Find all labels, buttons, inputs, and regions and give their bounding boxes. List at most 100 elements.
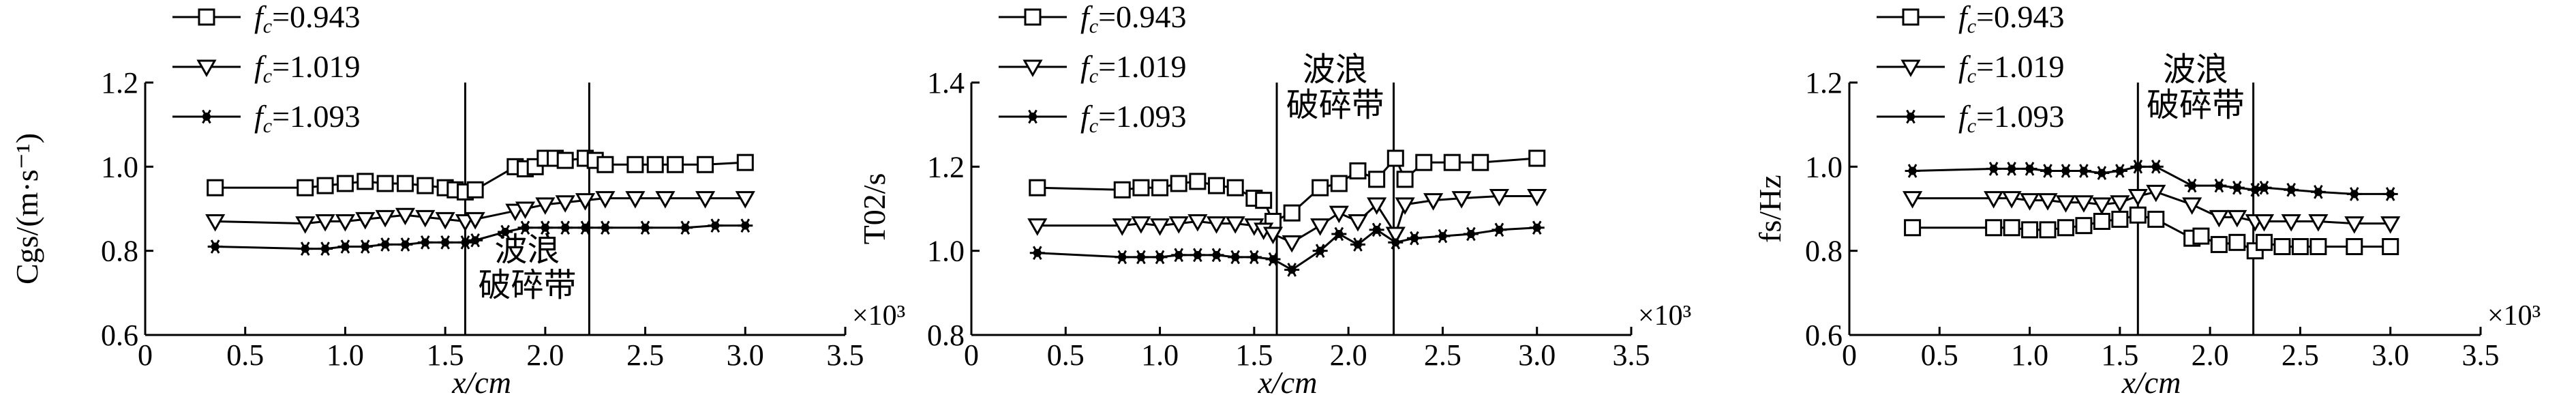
x-tick-label: 3.0 (2372, 338, 2409, 372)
data-point-spoke (2119, 164, 2125, 172)
y-tick-label: 1.2 (101, 66, 138, 100)
data-point (1904, 219, 1922, 237)
data-point-spoke (1357, 237, 1363, 246)
data-point-spoke (2254, 189, 2260, 197)
data-point-spoke (1536, 220, 1542, 229)
data-point-spoke (1391, 242, 1397, 250)
x-tick-label: 0 (138, 338, 153, 372)
legend-label: fc=1.019 (254, 49, 361, 87)
y-axis-label: T02/s (857, 173, 892, 245)
data-point-spoke (2155, 166, 2161, 174)
data-point-spoke (210, 239, 216, 248)
data-point-spoke (364, 239, 370, 248)
data-point (1986, 162, 2001, 176)
legend-entry-1: fc=0.943 (172, 0, 361, 38)
data-point-spoke (1287, 269, 1293, 277)
data-point (1151, 179, 1169, 196)
data-point-spoke (2232, 180, 2239, 188)
legend-entry-1: fc=0.943 (999, 0, 1187, 38)
legend-marker-spoke (1031, 116, 1037, 124)
data-point (2022, 162, 2037, 176)
data-point (2192, 227, 2210, 245)
data-point (415, 209, 436, 228)
data-point-spoke (1338, 226, 1344, 235)
data-point (2256, 233, 2273, 251)
data-point-spoke (1253, 250, 1259, 258)
data-point-spoke (2101, 172, 2107, 180)
data-point (1189, 248, 1205, 263)
data-point (1423, 193, 1444, 211)
data-point-spoke (1338, 233, 1344, 242)
series-2 (1903, 184, 2401, 234)
data-point-spoke (2029, 168, 2035, 176)
data-point (535, 197, 556, 215)
data-point (1463, 226, 1479, 242)
data-point-spoke (2353, 193, 2359, 201)
data-point-spoke (1136, 250, 1142, 258)
data-point-spoke (1315, 244, 1321, 252)
data-point-spoke (2065, 170, 2071, 178)
data-point (738, 218, 753, 233)
y-tick-label: 1.2 (927, 150, 965, 184)
data-point-spoke (360, 246, 367, 254)
data-point-spoke (714, 218, 721, 226)
data-point-spoke (1155, 257, 1161, 265)
data-point (2308, 214, 2329, 232)
data-point-spoke (1268, 252, 1274, 260)
data-point (555, 195, 575, 213)
data-point (2001, 191, 2022, 209)
chart-panel-1: 0 0.5 1.0 1.5 2.0 2.5 3.0 3.5 0.6 0.8 1.0 1.2 ×10³ x/… (10, 0, 905, 395)
data-point (468, 233, 483, 248)
data-point (2148, 160, 2164, 174)
data-point (1027, 218, 1048, 236)
data-point (1228, 250, 1243, 265)
data-point-spoke (2046, 164, 2052, 172)
data-point (595, 191, 616, 209)
legend-label: fc=1.019 (1958, 49, 2065, 87)
x-axis-multiplier: ×10³ (1638, 300, 1691, 332)
data-point (395, 207, 416, 226)
data-point-spoke (500, 231, 506, 239)
data-point (2075, 217, 2093, 235)
data-point-spoke (1290, 263, 1297, 271)
data-point-spoke (1033, 252, 1039, 261)
data-point-spoke (1442, 235, 1448, 244)
data-point-spoke (740, 218, 746, 226)
data-point (1367, 197, 1387, 215)
data-point-spoke (2007, 162, 2013, 170)
x-tick-label: 3.5 (1613, 338, 1650, 372)
data-point-spoke (404, 237, 410, 246)
y-tick-label: 1.4 (927, 66, 965, 100)
legend-label: fc=0.943 (254, 0, 361, 38)
x-axis-label: x/cm (2121, 365, 2181, 395)
legend-marker (1025, 109, 1040, 124)
data-point (1132, 179, 1150, 196)
series-line (1037, 195, 1537, 244)
data-point (465, 211, 485, 230)
legend-entry-1: fc=0.943 (1877, 0, 2065, 38)
data-point-spoke (1353, 237, 1359, 246)
data-point-spoke (470, 239, 476, 248)
legend-label: fc=1.019 (1080, 49, 1187, 87)
data-point-spoke (1410, 231, 1416, 239)
data-point (1415, 153, 1433, 171)
data-point-spoke (2214, 178, 2220, 186)
data-point-spoke (1253, 257, 1259, 265)
data-point-spoke (444, 242, 450, 250)
data-point-spoke (1319, 244, 1325, 252)
data-point (355, 211, 376, 230)
data-point (558, 220, 573, 235)
x-tick-label: 2.0 (526, 338, 564, 372)
data-point-spoke (2250, 189, 2256, 197)
data-point-spoke (1470, 233, 1476, 242)
data-point-spoke (2254, 182, 2260, 191)
data-point (2380, 216, 2401, 234)
data-point (1170, 175, 1187, 192)
chart-panel-3: 0 0.5 1.0 1.5 2.0 2.5 3.0 3.5 0.6 0.8 1.0 1.2 ×10³ x/… (1753, 0, 2541, 395)
data-point (357, 173, 374, 190)
data-point (335, 214, 356, 232)
data-point-spoke (580, 220, 586, 229)
x-tick-label: 0 (964, 338, 979, 372)
data-point-spoke (2290, 189, 2296, 197)
